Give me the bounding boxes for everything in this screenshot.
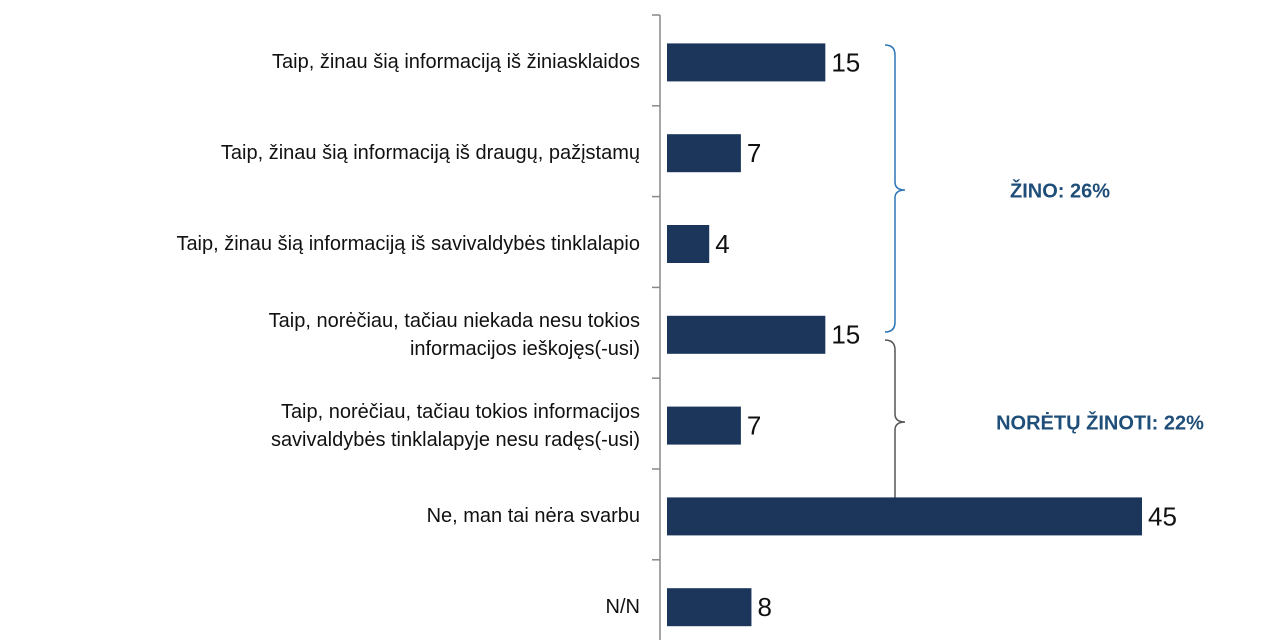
bar [667, 315, 826, 354]
value-label: 7 [747, 138, 761, 168]
annotation: NORĖTŲ ŽINOTI: 22% [996, 412, 1204, 435]
category-label: Taip, norėčiau, tačiau tokios informacij… [270, 400, 640, 451]
category-label: Taip, žinau šią informaciją iš savivaldy… [176, 233, 640, 255]
annotation: ŽINO: 26% [1009, 180, 1111, 203]
category-label: Taip, žinau šią informaciją iš žiniaskla… [272, 51, 640, 74]
category-label: Ne, man tai nėra svarbu [426, 505, 640, 528]
value-label: 8 [757, 592, 771, 622]
bar [667, 43, 826, 82]
value-label: 45 [1148, 501, 1177, 531]
bracket [884, 44, 906, 333]
bar [667, 406, 741, 445]
bar [667, 134, 741, 173]
category-label: Taip, žinau šią informaciją iš draugų, p… [220, 142, 640, 165]
category-label: Taip, norėčiau, tačiau niekada nesu toki… [268, 309, 640, 360]
bar [667, 225, 710, 263]
value-label: 7 [747, 410, 761, 440]
category-label: N/N [605, 596, 640, 619]
value-label: 15 [831, 320, 860, 350]
value-label: 4 [715, 229, 729, 259]
bar [667, 497, 1142, 536]
bar [667, 588, 752, 627]
bracket [884, 339, 906, 509]
value-label: 15 [831, 47, 860, 77]
